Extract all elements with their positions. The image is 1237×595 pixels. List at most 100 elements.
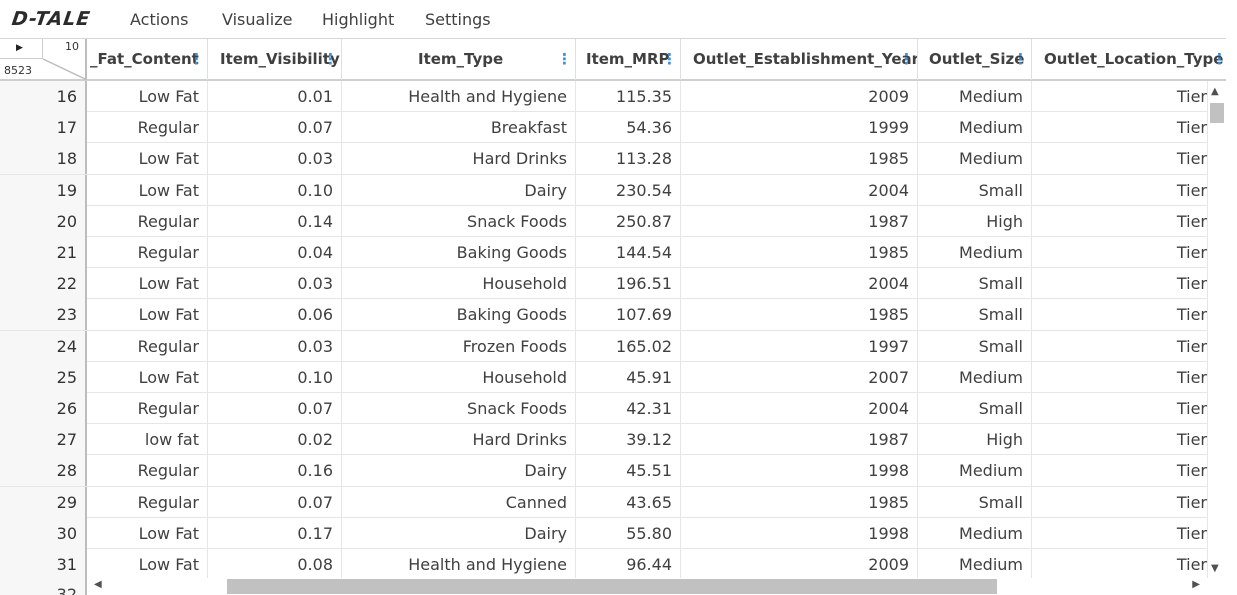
cell-item-type[interactable]: Frozen Foods <box>342 330 576 362</box>
cell-outlet-location-type[interactable]: Tier <box>1032 361 1208 393</box>
table-row[interactable]: 27 low fat 0.02 Hard Drinks 39.12 1987 High Tie… <box>0 424 1226 456</box>
kebab-menu-icon[interactable]: ⋮ <box>323 50 338 68</box>
vertical-scrollbar[interactable]: ▲ ▼ <box>1208 82 1226 578</box>
cell-outlet-establishment-year[interactable]: 2007 <box>681 361 918 393</box>
table-row[interactable]: 19 Low Fat 0.10 Dairy 230.54 2004 Small Tier <box>0 174 1226 206</box>
menu-actions[interactable]: Actions <box>130 10 189 29</box>
cell-item-visibility[interactable]: 0.10 <box>208 174 342 206</box>
cell-item-mrp[interactable]: 144.54 <box>576 237 681 268</box>
table-row[interactable]: 25 Low Fat 0.10 Household 45.91 2007 Medium Tie… <box>0 361 1226 393</box>
column-header-item-visibility[interactable]: Item_Visibility ⋮ <box>208 39 342 80</box>
cell-outlet-size[interactable]: High <box>918 205 1032 237</box>
cell-fat-content[interactable]: Low Fat <box>87 549 208 578</box>
cell-fat-content[interactable]: Regular <box>87 393 208 424</box>
play-icon[interactable]: ▶ <box>16 43 23 53</box>
kebab-menu-icon[interactable]: ⋮ <box>557 50 572 68</box>
cell-fat-content[interactable]: Regular <box>87 330 208 362</box>
cell-outlet-location-type[interactable]: Tier <box>1032 205 1208 237</box>
cell-item-visibility[interactable]: 0.06 <box>208 299 342 331</box>
cell-item-visibility[interactable]: 0.03 <box>208 268 342 300</box>
cell-fat-content[interactable]: Regular <box>87 455 208 487</box>
cell-outlet-size[interactable]: Medium <box>918 143 1032 175</box>
dtale-logo[interactable]: D-TALE <box>10 8 93 30</box>
cell-outlet-size[interactable]: Small <box>918 299 1032 331</box>
cell-item-visibility[interactable]: 0.02 <box>208 424 342 456</box>
cell-item-type[interactable]: Household <box>342 268 576 300</box>
cell-item-type[interactable]: Hard Drinks <box>342 143 576 175</box>
column-header-item-mrp[interactable]: Item_MRP ⋮ <box>576 39 681 80</box>
table-row[interactable]: 20 Regular 0.14 Snack Foods 250.87 1987 High Ti… <box>0 205 1226 237</box>
cell-item-type[interactable]: Health and Hygiene <box>342 81 576 112</box>
menu-highlight[interactable]: Highlight <box>322 10 395 29</box>
cell-fat-content[interactable]: Low Fat <box>87 361 208 393</box>
cell-outlet-size[interactable]: Small <box>918 486 1032 518</box>
cell-fat-content[interactable]: Low Fat <box>87 517 208 549</box>
cell-outlet-location-type[interactable]: Tier <box>1032 455 1208 487</box>
cell-item-mrp[interactable]: 96.44 <box>576 549 681 578</box>
cell-item-mrp[interactable]: 165.02 <box>576 330 681 362</box>
cell-outlet-establishment-year[interactable]: 1997 <box>681 330 918 362</box>
cell-outlet-location-type[interactable]: Tier <box>1032 424 1208 456</box>
kebab-menu-icon[interactable]: ⋮ <box>1212 50 1226 68</box>
cell-outlet-location-type[interactable]: Tier <box>1032 174 1208 206</box>
cell-item-visibility[interactable]: 0.08 <box>208 549 342 578</box>
cell-item-type[interactable]: Baking Goods <box>342 299 576 331</box>
cell-outlet-establishment-year[interactable]: 1985 <box>681 486 918 518</box>
table-row[interactable]: 26 Regular 0.07 Snack Foods 42.31 2004 Small Ti… <box>0 393 1226 425</box>
cell-item-visibility[interactable]: 0.16 <box>208 455 342 487</box>
cell-outlet-establishment-year[interactable]: 1985 <box>681 299 918 331</box>
cell-outlet-establishment-year[interactable]: 2004 <box>681 268 918 300</box>
menu-visualize[interactable]: Visualize <box>222 10 293 29</box>
menu-settings[interactable]: Settings <box>425 10 491 29</box>
cell-outlet-size[interactable]: Small <box>918 330 1032 362</box>
cell-item-type[interactable]: Snack Foods <box>342 205 576 237</box>
cell-fat-content[interactable]: Regular <box>87 205 208 237</box>
cell-outlet-location-type[interactable]: Tier <box>1032 299 1208 331</box>
kebab-menu-icon[interactable]: ⋮ <box>662 50 677 68</box>
cell-item-type[interactable]: Health and Hygiene <box>342 549 576 578</box>
cell-item-visibility[interactable]: 0.07 <box>208 486 342 518</box>
cell-outlet-size[interactable]: High <box>918 424 1032 456</box>
cell-item-type[interactable]: Dairy <box>342 455 576 487</box>
arrow-down-icon[interactable]: ▼ <box>1211 563 1219 574</box>
arrow-right-icon[interactable]: ▶ <box>1192 579 1200 590</box>
cell-fat-content[interactable]: Low Fat <box>87 299 208 331</box>
cell-outlet-size[interactable]: Medium <box>918 112 1032 144</box>
cell-outlet-establishment-year[interactable]: 1985 <box>681 143 918 175</box>
table-row[interactable]: 18 Low Fat 0.03 Hard Drinks 113.28 1985 Medium… <box>0 143 1226 175</box>
kebab-menu-icon[interactable]: ⋮ <box>899 50 914 68</box>
vertical-scroll-thumb[interactable] <box>1210 103 1224 123</box>
cell-item-mrp[interactable]: 113.28 <box>576 143 681 175</box>
cell-outlet-location-type[interactable]: Tier <box>1032 330 1208 362</box>
cell-outlet-size[interactable]: Medium <box>918 237 1032 268</box>
table-row[interactable]: 24 Regular 0.03 Frozen Foods 165.02 1997 Small… <box>0 330 1226 362</box>
horizontal-scroll-thumb[interactable] <box>227 579 997 594</box>
cell-item-mrp[interactable]: 43.65 <box>576 486 681 518</box>
cell-outlet-establishment-year[interactable]: 1998 <box>681 517 918 549</box>
cell-item-visibility[interactable]: 0.01 <box>208 81 342 112</box>
horizontal-scrollbar[interactable]: ◀ ▶ <box>88 578 1208 595</box>
column-header-item-type[interactable]: Item_Type ⋮ <box>342 39 576 80</box>
cell-outlet-establishment-year[interactable]: 2004 <box>681 174 918 206</box>
cell-outlet-location-type[interactable]: Tier <box>1032 143 1208 175</box>
column-header-outlet-establishment-year[interactable]: Outlet_Establishment_Year ⋮ <box>681 39 918 80</box>
cell-item-visibility[interactable]: 0.07 <box>208 393 342 424</box>
column-header-outlet-size[interactable]: Outlet_Size ⋮ <box>918 39 1032 80</box>
cell-outlet-establishment-year[interactable]: 1985 <box>681 237 918 268</box>
cell-item-visibility[interactable]: 0.17 <box>208 517 342 549</box>
cell-item-type[interactable]: Canned <box>342 486 576 518</box>
cell-item-type[interactable]: Household <box>342 361 576 393</box>
cell-fat-content[interactable]: low fat <box>87 424 208 456</box>
table-row[interactable]: 21 Regular 0.04 Baking Goods 144.54 1985 Mediu… <box>0 237 1226 269</box>
arrow-left-icon[interactable]: ◀ <box>94 579 102 590</box>
cell-outlet-size[interactable]: Small <box>918 174 1032 206</box>
cell-fat-content[interactable]: Regular <box>87 112 208 144</box>
table-row[interactable]: 16 Low Fat 0.01 Health and Hygiene 115.35 200… <box>0 81 1226 113</box>
cell-outlet-location-type[interactable]: Tier <box>1032 81 1208 112</box>
table-row[interactable]: 30 Low Fat 0.17 Dairy 55.80 1998 Medium Tier <box>0 517 1226 549</box>
cell-item-mrp[interactable]: 42.31 <box>576 393 681 424</box>
column-header-outlet-location-type[interactable]: Outlet_Location_Type ⋮ <box>1032 39 1226 80</box>
cell-outlet-size[interactable]: Small <box>918 268 1032 300</box>
kebab-menu-icon[interactable]: ⋮ <box>189 50 204 68</box>
cell-item-type[interactable]: Breakfast <box>342 112 576 144</box>
